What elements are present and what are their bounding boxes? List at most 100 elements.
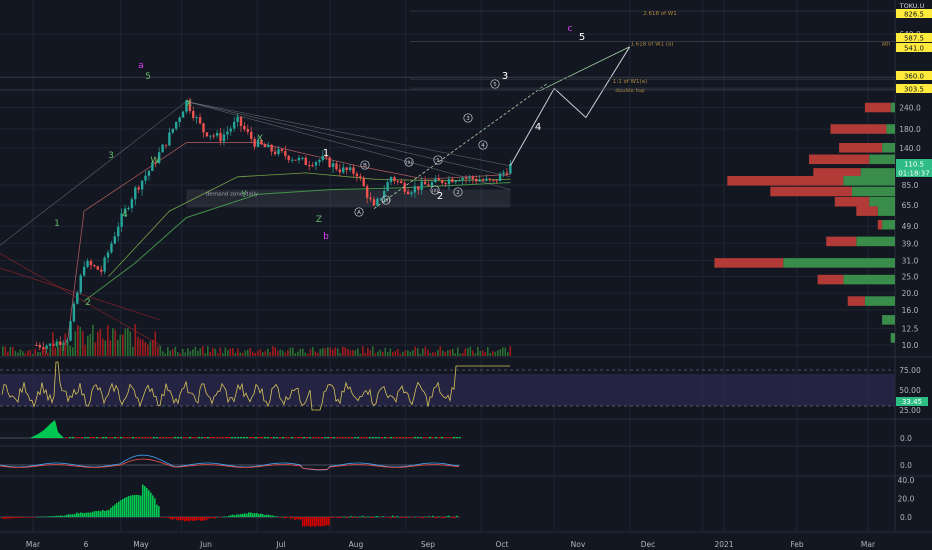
circled-marker [404,157,414,167]
volume-bar [259,349,262,356]
volume-bar [367,347,369,356]
macd-histogram-bar [100,511,102,517]
rsi-axis-tick: 50.00 [899,386,921,395]
volume-bar [282,350,284,356]
candle-body [110,243,113,253]
macd-histogram-bar [244,513,246,517]
candle-body [372,199,376,206]
oscillator-1-bar [195,437,197,439]
macd-histogram-bar [302,517,304,527]
candle-body [488,178,492,180]
volume-bar [224,347,227,356]
volume-profile-sell [826,236,857,247]
time-axis-tick: 2021 [714,540,733,549]
time-axis-tick: Sep [421,540,435,549]
macd-histogram-bar [264,514,266,517]
price-axis-tick: 16.0 [902,306,919,315]
volume-bar [454,353,457,356]
oscillator-1-bar [198,437,200,439]
volume-bar [117,339,119,356]
volume-bar [249,347,252,356]
wave-label: 5 [579,32,585,43]
oscillator-1-bar [453,437,455,439]
circled-label: 3 [466,116,470,122]
price-axis-tick: 31.0 [902,256,919,265]
price-badge [896,33,932,42]
price-badge [896,71,932,80]
volume-bar [487,346,489,356]
volume-bar [364,353,367,356]
candle-body [359,176,362,178]
time-axis-tick: Mar [26,540,41,549]
macd-histogram-bar [144,486,146,517]
macd-histogram-bar [170,517,172,520]
oscillator-1-bar [360,437,362,439]
macd-histogram-bar [156,504,158,517]
volume-bar [97,331,99,356]
volume-bar [462,352,464,356]
macd-histogram-bar [364,517,366,518]
macd-histogram-bar [392,515,394,517]
macd-histogram-bar [26,517,28,518]
macd-histogram-bar [404,517,406,518]
oscillator-1-bar [411,437,413,439]
volume-bar [304,352,307,356]
macd-histogram-bar [42,516,44,518]
oscillator-1-bar [240,437,242,439]
macd-histogram-bar [296,517,298,520]
wave-label: b [323,232,329,242]
macd-histogram-bar [162,517,164,518]
macd-histogram-bar [218,517,220,518]
time-axis-tick: Jun [199,540,212,549]
oscillator-1-bar [201,437,203,439]
macd-histogram-bar [306,517,308,527]
macd-histogram-bar [84,513,86,517]
volume-bar [257,350,259,356]
volume-bar [344,347,347,356]
volume-bar [69,345,72,356]
oscillator-1-bar [243,437,245,439]
oscillator-1-bar [348,437,350,439]
trend-line [186,101,511,190]
macd-histogram-bar [400,517,402,518]
candle-body [280,149,284,152]
macd-histogram-bar [410,517,412,518]
oscillator-1-bar [417,437,419,439]
candle-body [362,177,365,187]
macd-histogram-bar [352,517,354,519]
volume-bar [72,347,74,356]
volume-bar [237,348,239,356]
volume-bar [324,348,327,356]
macd-histogram-bar [322,517,324,527]
wave-label: X [186,99,192,109]
price-axis-tick: 140.0 [899,144,921,153]
volume-bar [392,352,394,356]
macd-histogram-bar [64,515,66,517]
price-badge [896,9,932,18]
oscillator-1-bar [105,437,107,439]
wave-label: X [257,134,263,144]
price-badge-label: 587.5 [904,35,924,43]
circled-marker [430,185,440,195]
price-badge-label: 360.0 [904,73,924,81]
macd-histogram-bar [260,513,262,517]
volume-bar [42,348,44,356]
macd-histogram-bar [234,515,236,517]
volume-profile-buy [886,124,895,134]
volume-bar [424,346,427,356]
macd-histogram-bar [340,517,342,518]
oscillator-1-bar [141,437,143,439]
macd-histogram-bar [286,517,288,518]
macd-histogram-bar [20,517,22,518]
volume-bar [499,349,502,356]
macd-histogram-bar [82,512,84,517]
circled-marker [360,160,370,170]
macd-histogram-bar [350,516,352,517]
volume-bar [389,348,392,356]
volume-bar [502,347,504,356]
volume-bar [192,349,194,356]
candle-body [297,157,301,161]
volume-bar [434,352,437,356]
macd-histogram-bar [92,511,94,517]
